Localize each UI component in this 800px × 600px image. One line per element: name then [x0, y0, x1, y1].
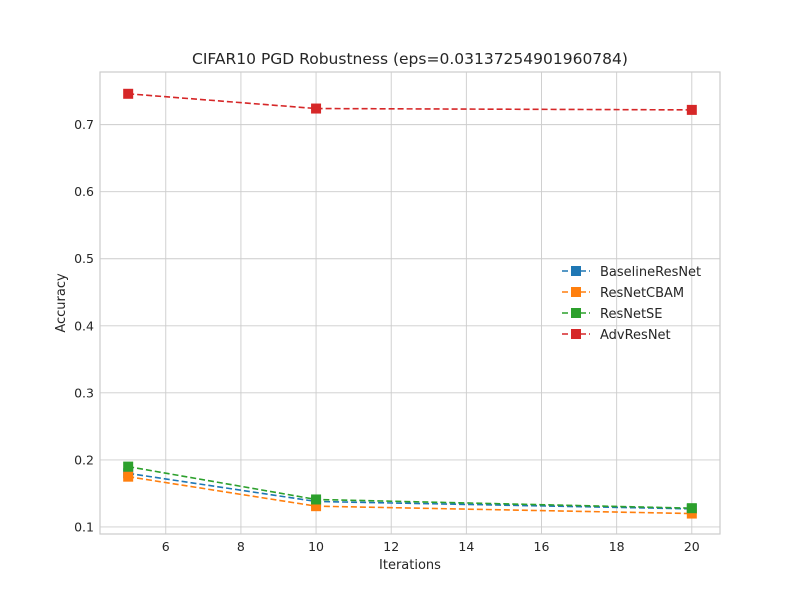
x-tick-label: 8	[237, 539, 245, 554]
y-tick-label: 0.1	[74, 519, 94, 534]
y-tick-label: 0.2	[74, 452, 94, 467]
y-tick-label: 0.3	[74, 385, 94, 400]
legend-label-baselineresnet: BaselineResNet	[600, 265, 701, 280]
plot-frame	[99, 71, 721, 535]
y-tick-label: 0.5	[74, 251, 94, 266]
y-tick-label: 0.7	[74, 117, 94, 132]
legend: BaselineResNet ResNetCBAM ResNetSE AdvRe…	[562, 265, 701, 343]
chart-title: CIFAR10 PGD Robustness (eps=0.0313725490…	[192, 50, 628, 68]
grid	[100, 72, 720, 534]
data-point-resnetse	[686, 503, 697, 514]
data-point-resnetcbam	[686, 508, 697, 519]
x-tick-label: 16	[534, 539, 550, 554]
data-point-resnetse	[311, 494, 322, 505]
legend-label-resnetcbam: ResNetCBAM	[600, 286, 684, 301]
y-axis-ticks: 0.1 0.2 0.3 0.4 0.5 0.6 0.7	[74, 117, 94, 534]
series-advresnet	[123, 88, 697, 115]
legend-marker-resnetcbam	[571, 287, 581, 297]
y-tick-label: 0.4	[74, 318, 94, 333]
x-axis-label: Iterations	[379, 558, 441, 573]
y-axis-label: Accuracy	[54, 273, 69, 333]
x-axis-ticks: 6 8 10 12 14 16 18 20	[162, 539, 700, 554]
data-point-resnetcbam	[123, 471, 134, 482]
series-line-resnetse	[128, 465, 692, 509]
data-point-advresnet	[123, 88, 134, 99]
x-tick-label: 20	[684, 539, 700, 554]
y-tick-label: 0.6	[74, 184, 94, 199]
series-resnetse	[123, 461, 697, 514]
data-point-advresnet	[686, 104, 697, 115]
legend-label-resnetse: ResNetSE	[600, 307, 663, 322]
series-resnetcbam	[123, 471, 697, 519]
x-tick-label: 14	[458, 539, 474, 554]
legend-marker-resnetse	[571, 308, 581, 318]
series-line-advresnet	[128, 92, 692, 111]
data-point-advresnet	[311, 103, 322, 114]
legend-label-advresnet: AdvResNet	[600, 328, 671, 343]
x-tick-label: 6	[162, 539, 170, 554]
series-layer	[123, 88, 697, 519]
x-tick-label: 10	[308, 539, 324, 554]
data-point-resnetcbam	[311, 501, 322, 512]
legend-marker-baselineresnet	[571, 266, 581, 276]
x-tick-label: 12	[383, 539, 399, 554]
legend-marker-advresnet	[571, 329, 581, 339]
series-line-baselineresnet	[128, 472, 692, 510]
x-tick-label: 18	[609, 539, 625, 554]
series-baselineresnet	[123, 468, 697, 514]
data-point-resnetse	[123, 461, 134, 472]
